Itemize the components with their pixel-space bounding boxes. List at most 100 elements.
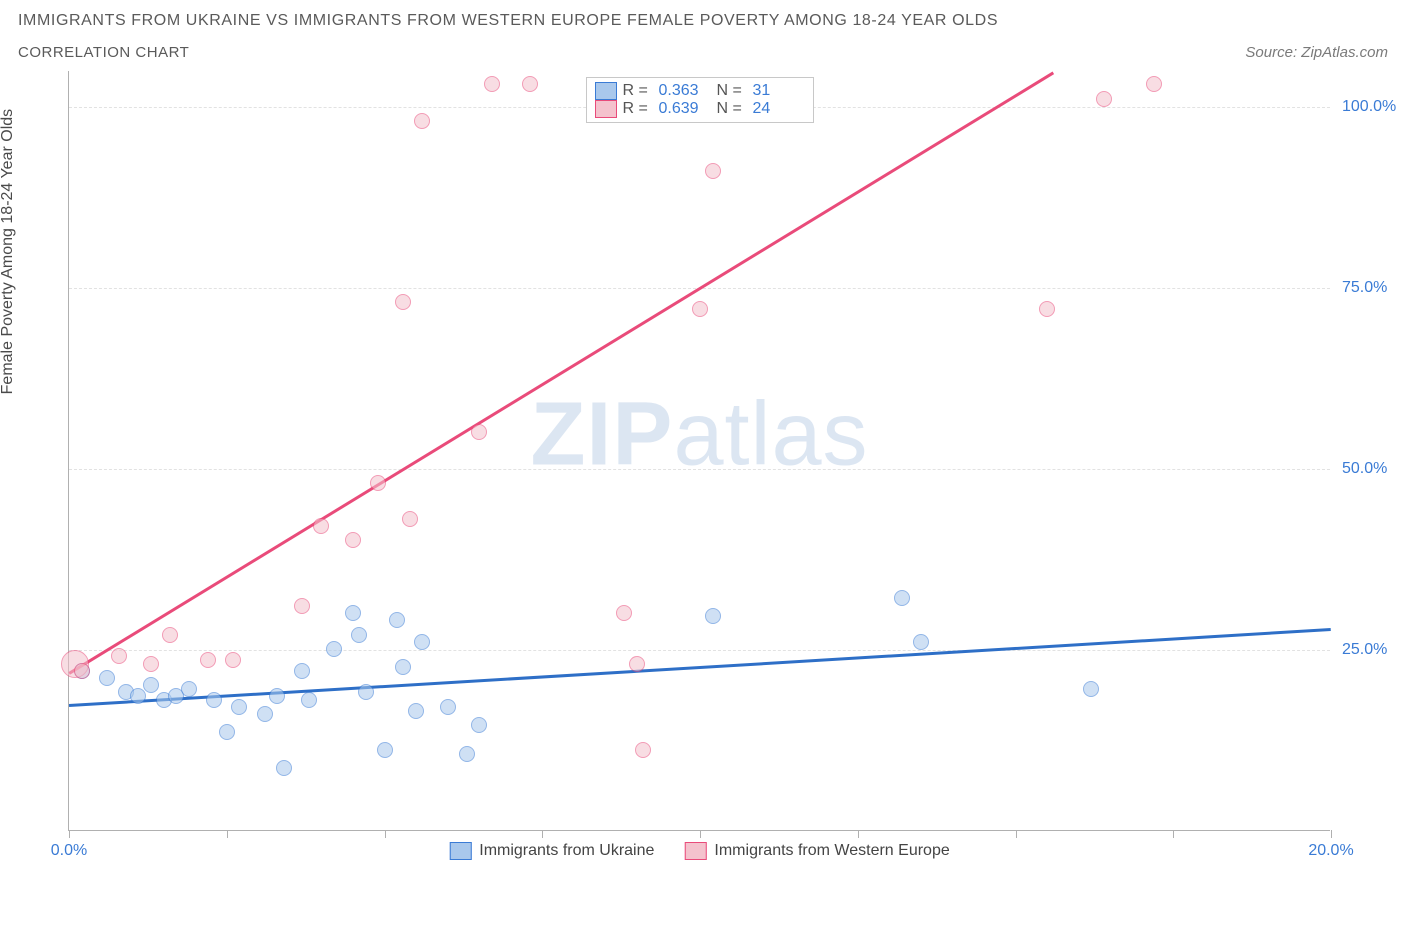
legend-r-value: 0.639 xyxy=(659,100,711,118)
data-point xyxy=(200,652,216,668)
x-tick xyxy=(1173,830,1174,838)
data-point xyxy=(276,760,292,776)
data-point xyxy=(181,681,197,697)
data-point xyxy=(1096,91,1112,107)
data-point xyxy=(705,608,721,624)
legend-swatch xyxy=(684,842,706,860)
data-point xyxy=(111,648,127,664)
data-point xyxy=(1146,76,1162,92)
watermark: ZIPatlas xyxy=(530,384,868,487)
source-attribution: Source: ZipAtlas.com xyxy=(1245,44,1388,61)
data-point xyxy=(894,590,910,606)
data-point xyxy=(231,699,247,715)
data-point xyxy=(377,742,393,758)
source-value: ZipAtlas.com xyxy=(1301,44,1388,61)
y-tick-label: 100.0% xyxy=(1342,98,1396,116)
x-tick xyxy=(1331,830,1332,838)
legend-item: Immigrants from Ukraine xyxy=(449,842,654,860)
data-point xyxy=(257,706,273,722)
y-tick-label: 50.0% xyxy=(1342,460,1387,478)
x-tick xyxy=(227,830,228,838)
data-point xyxy=(471,717,487,733)
legend-n-value: 24 xyxy=(753,100,805,118)
legend-correlation-box: R = 0.363 N = 31 R = 0.639 N = 24 xyxy=(586,77,814,123)
x-tick-label: 20.0% xyxy=(1308,842,1353,860)
legend-n-label: N = xyxy=(717,100,747,118)
legend-swatch xyxy=(449,842,471,860)
legend-label: Immigrants from Ukraine xyxy=(479,842,654,860)
x-tick xyxy=(1016,830,1017,838)
data-point xyxy=(358,684,374,700)
data-point xyxy=(616,605,632,621)
x-tick-label: 0.0% xyxy=(51,842,87,860)
plot-area: ZIPatlas R =0.363N =31R =0.639N =24 Immi… xyxy=(68,71,1330,831)
legend-n-label: N = xyxy=(717,82,747,100)
x-tick xyxy=(700,830,701,838)
chart-subtitle: CORRELATION CHART xyxy=(18,44,189,61)
data-point xyxy=(301,692,317,708)
trend-line-ukraine xyxy=(69,628,1331,706)
data-point xyxy=(206,692,222,708)
data-point xyxy=(225,652,241,668)
data-point xyxy=(351,627,367,643)
data-point xyxy=(635,742,651,758)
data-point xyxy=(471,424,487,440)
x-tick xyxy=(858,830,859,838)
legend-item: Immigrants from Western Europe xyxy=(684,842,949,860)
legend-swatch xyxy=(595,100,617,118)
data-point xyxy=(402,511,418,527)
y-tick-label: 75.0% xyxy=(1342,279,1387,297)
data-point xyxy=(484,76,500,92)
source-label: Source: xyxy=(1245,44,1301,61)
data-point xyxy=(143,677,159,693)
data-point xyxy=(913,634,929,650)
data-point xyxy=(459,746,475,762)
chart-title: IMMIGRANTS FROM UKRAINE VS IMMIGRANTS FR… xyxy=(18,12,1388,30)
data-point xyxy=(143,656,159,672)
data-point xyxy=(414,113,430,129)
data-point xyxy=(395,294,411,310)
subtitle-row: CORRELATION CHART Source: ZipAtlas.com xyxy=(18,44,1388,61)
gridline xyxy=(69,469,1330,470)
data-point xyxy=(326,641,342,657)
data-point xyxy=(345,532,361,548)
data-point xyxy=(389,612,405,628)
data-point xyxy=(395,659,411,675)
trend-line-western_europe xyxy=(68,71,1054,674)
data-point xyxy=(370,475,386,491)
data-point xyxy=(440,699,456,715)
data-point xyxy=(408,703,424,719)
y-tick-label: 25.0% xyxy=(1342,641,1387,659)
chart-container: Female Poverty Among 18-24 Year Olds ZIP… xyxy=(18,71,1388,871)
data-point xyxy=(269,688,285,704)
legend-stat-row: R = 0.639 N = 24 xyxy=(595,100,805,118)
data-point xyxy=(629,656,645,672)
y-axis-label: Female Poverty Among 18-24 Year Olds xyxy=(0,109,17,395)
data-point xyxy=(345,605,361,621)
legend-stat-row: R = 0.363 N = 31 xyxy=(595,82,805,100)
legend-r-label: R = xyxy=(623,82,653,100)
legend-n-value: 31 xyxy=(753,82,805,100)
legend-swatch xyxy=(595,82,617,100)
data-point xyxy=(162,627,178,643)
data-point xyxy=(99,670,115,686)
data-point xyxy=(313,518,329,534)
data-point xyxy=(294,598,310,614)
data-point xyxy=(705,163,721,179)
x-tick xyxy=(385,830,386,838)
data-point xyxy=(1039,301,1055,317)
data-point xyxy=(522,76,538,92)
data-point xyxy=(294,663,310,679)
legend-r-label: R = xyxy=(623,100,653,118)
x-tick xyxy=(69,830,70,838)
data-point xyxy=(219,724,235,740)
data-point xyxy=(74,663,90,679)
x-tick xyxy=(542,830,543,838)
gridline xyxy=(69,650,1330,651)
legend-series: Immigrants from Ukraine Immigrants from W… xyxy=(449,842,950,860)
data-point xyxy=(414,634,430,650)
data-point xyxy=(1083,681,1099,697)
legend-r-value: 0.363 xyxy=(659,82,711,100)
legend-label: Immigrants from Western Europe xyxy=(714,842,949,860)
data-point xyxy=(692,301,708,317)
